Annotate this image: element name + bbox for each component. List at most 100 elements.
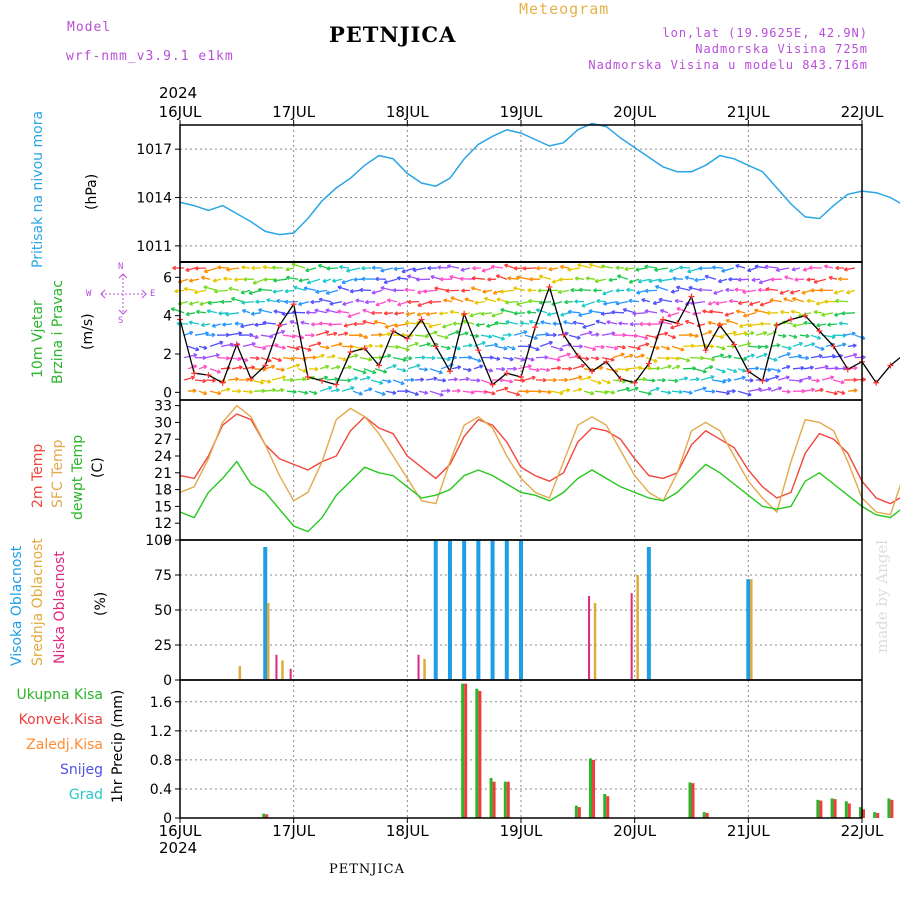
legend-conv-precip: Konvek.Kisa (18, 712, 103, 728)
wind-arrow (594, 345, 605, 348)
wind-arrow-head (383, 311, 388, 315)
wind-arrow (209, 341, 224, 348)
wind-arrow-head (773, 359, 778, 362)
wind-arrow (370, 333, 383, 336)
wind-arrow-head (820, 348, 825, 351)
wind-arrow (216, 356, 230, 360)
wind-arrow-head (536, 308, 540, 311)
wind-arrow-head (281, 311, 286, 315)
wind-arrow-head (358, 393, 363, 396)
wind-arrow-head (261, 390, 266, 394)
cloud-tick-label: 0 (163, 673, 172, 689)
wind-arrow (307, 278, 321, 284)
wind-arrow-head (353, 277, 358, 281)
wind-arrow-head (776, 344, 781, 348)
wind-arrow-head (267, 360, 272, 363)
wind-arrow (337, 310, 350, 314)
conv-precip-bar (691, 783, 695, 818)
wind-arrow-head (225, 311, 229, 316)
wind-arrow-head (521, 380, 526, 383)
wind-arrow-head (499, 289, 504, 293)
wind-arrow (428, 323, 442, 328)
wind-arrow-head (676, 285, 680, 288)
wind-arrow (329, 300, 343, 305)
wind-arrow (649, 387, 660, 392)
wind-arrow (649, 367, 661, 370)
wind-arrow (622, 308, 636, 314)
wind-arrow-head (816, 323, 820, 327)
wind-arrow-head (626, 387, 630, 392)
wind-arrow (718, 278, 728, 283)
wind-arrow-head (410, 379, 415, 383)
wind-arrow (396, 368, 407, 372)
wind-arrow-head (193, 365, 198, 369)
high-cloud-bar (646, 547, 651, 680)
wind-arrow-head (763, 332, 768, 336)
wind-speed-marker (873, 379, 880, 386)
wind-arrow (528, 368, 540, 371)
wind-arrow (304, 376, 315, 381)
wind-speed-marker (574, 352, 581, 359)
x-tick-label-bottom: 17JUL (272, 822, 315, 840)
conv-precip-bar (833, 799, 837, 818)
wind-arrow-head (787, 352, 791, 357)
wind-arrow (755, 353, 768, 359)
wind-arrow-head (816, 380, 820, 383)
wind-arrow (451, 366, 461, 370)
wind-arrow-head (546, 312, 551, 316)
wind-arrow-head (362, 372, 367, 375)
wind-arrow (616, 387, 630, 392)
wind-arrow (401, 267, 416, 273)
wind-arrow-head (375, 276, 379, 280)
wind-arrow-head (298, 278, 303, 282)
wind-arrow-head (351, 386, 355, 391)
wind-arrow-head (355, 298, 360, 301)
wind-arrow (407, 364, 421, 370)
wind-arrow (183, 354, 197, 359)
wind-arrow-head (567, 267, 571, 271)
wind-arrow (383, 278, 398, 284)
wind-arrow (759, 345, 769, 348)
wind-arrow (624, 267, 636, 270)
year-top: 2024 (159, 84, 198, 102)
total-precip-bar (688, 782, 692, 818)
wind-arrow-head (662, 379, 666, 383)
wind-arrow-head (417, 364, 421, 369)
total-precip-bar (859, 807, 862, 818)
wind-arrow-head (465, 332, 469, 336)
wind-arrow-head (239, 366, 243, 370)
wind-arrow-head (461, 288, 465, 292)
wind-arrow-head (513, 368, 517, 372)
wind-arrow-head (713, 290, 717, 295)
wind-arrow-head (770, 277, 775, 281)
wind-arrow-head (255, 299, 259, 303)
wind-arrow (760, 300, 772, 306)
wind-arrow-head (625, 369, 630, 372)
wind-arrow-head (721, 348, 726, 351)
wind-arrow-head (532, 376, 536, 381)
wind-arrow-head (623, 307, 627, 310)
wind-arrow-head (635, 267, 639, 271)
wind-arrow-head (728, 277, 732, 280)
wind-arrow-head (651, 380, 656, 383)
lonlat-label: lon,lat (19.9625E, 42.9N) (662, 26, 868, 40)
wind-arrow-head (805, 335, 810, 339)
wind-arrow-head (217, 392, 222, 396)
wind-arrow-head (507, 276, 512, 279)
wind-arrow-head (711, 359, 715, 362)
wind-arrow-head (272, 389, 277, 393)
wind-arrow (729, 300, 739, 303)
wind-arrow (715, 300, 728, 305)
wind-arrow-head (412, 267, 417, 271)
wind-arrow (516, 276, 530, 280)
wind-arrow (462, 320, 475, 325)
wind-arrow (733, 356, 747, 361)
wind-arrow (626, 289, 636, 292)
wind-arrow (671, 390, 683, 393)
wind-arrow-head (765, 286, 770, 290)
wind-arrow-head (578, 287, 583, 291)
wind-arrow-head (840, 382, 845, 385)
wind-arrow-head (528, 298, 532, 302)
wind-arrow-head (290, 358, 295, 362)
wind-arrow (474, 300, 486, 304)
